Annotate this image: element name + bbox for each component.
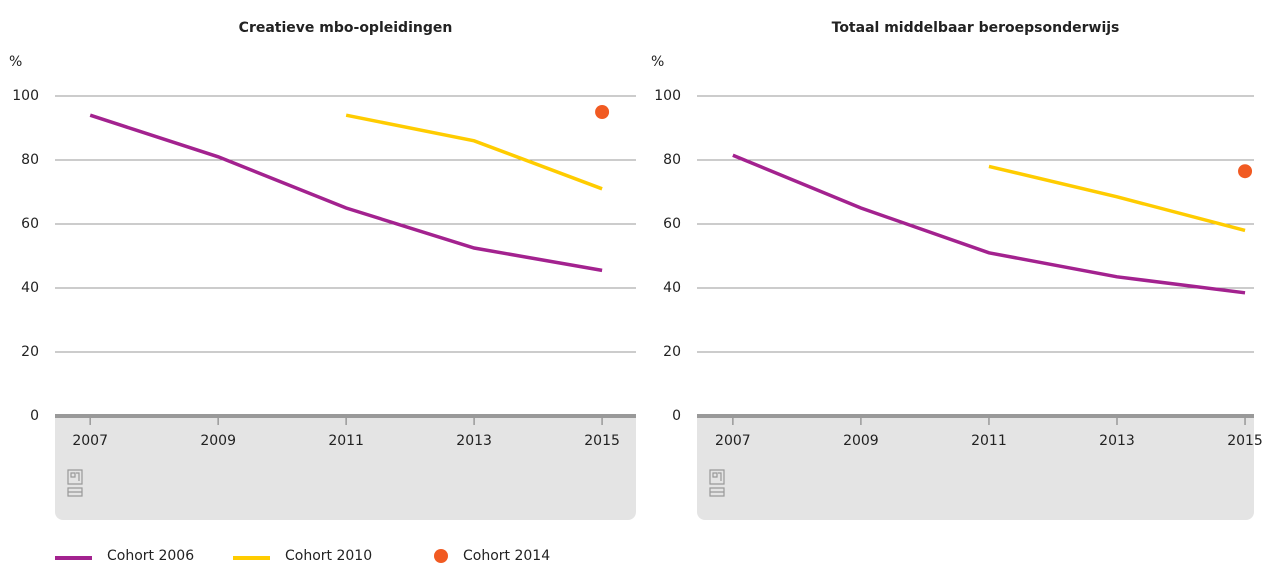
x-tick-label: 2009 [200, 433, 236, 449]
legend-label: Cohort 2006 [107, 548, 194, 564]
y-axis-label: % [651, 54, 664, 70]
x-tick-label: 2011 [971, 433, 1007, 449]
y-tick-label: 100 [12, 88, 39, 104]
x-tick-label: 2007 [715, 433, 751, 449]
legend-label: Cohort 2010 [285, 548, 372, 564]
y-tick-label: 80 [21, 152, 39, 168]
y-tick-label: 80 [663, 152, 681, 168]
y-axis-label: % [9, 54, 22, 70]
footer-panel [55, 416, 636, 520]
data-point [595, 105, 610, 119]
logo [67, 469, 83, 497]
logo [709, 469, 725, 497]
y-tick-label: 100 [654, 88, 681, 104]
x-tick-label: 2011 [328, 433, 364, 449]
series-line [345, 113, 603, 191]
y-tick-label: 0 [672, 408, 681, 424]
legend-swatch [434, 549, 448, 563]
chart-title: Creatieve mbo-opleidingen [239, 20, 453, 36]
x-tick-label: 2013 [1099, 433, 1135, 449]
y-tick-label: 20 [21, 344, 39, 360]
footer-panel [697, 416, 1254, 520]
y-tick-label: 0 [30, 408, 39, 424]
x-tick-label: 2009 [843, 433, 879, 449]
series-line [988, 164, 1246, 233]
series-line [732, 153, 1246, 295]
x-tick-label: 2015 [584, 433, 620, 449]
chart-title: Totaal middelbaar beroepsonderwijs [832, 20, 1120, 36]
x-tick-label: 2015 [1227, 433, 1263, 449]
y-tick-label: 60 [21, 216, 39, 232]
legend-label: Cohort 2014 [463, 548, 550, 564]
series-line [89, 113, 603, 273]
x-tick-label: 2007 [72, 433, 108, 449]
y-tick-label: 40 [663, 280, 681, 296]
y-tick-label: 40 [21, 280, 39, 296]
y-tick-label: 20 [663, 344, 681, 360]
y-tick-label: 60 [663, 216, 681, 232]
x-tick-label: 2013 [456, 433, 492, 449]
data-point [1238, 164, 1253, 179]
